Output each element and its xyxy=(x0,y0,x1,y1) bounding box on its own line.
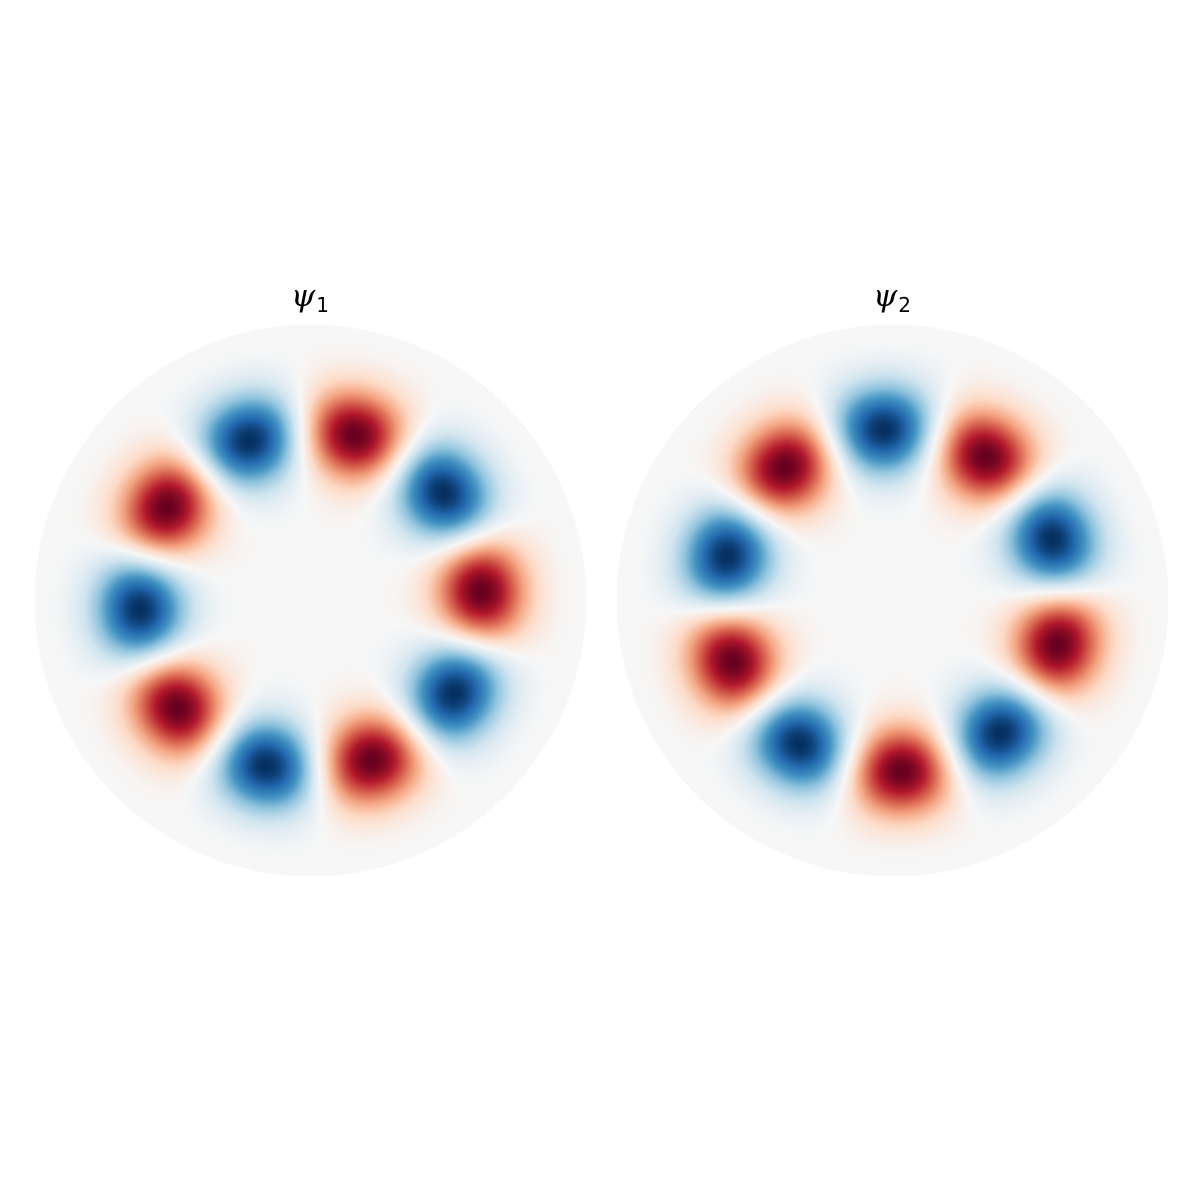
psi-2-title: ψ2 xyxy=(612,278,1172,322)
psi-2-panel: ψ2 xyxy=(612,270,1172,890)
psi-1-symbol: ψ xyxy=(290,278,316,314)
psi-1-disk-plot xyxy=(30,320,590,880)
psi-1-subscript: 1 xyxy=(316,293,330,317)
psi-2-disk-plot xyxy=(612,320,1172,880)
psi-2-symbol: ψ xyxy=(872,278,898,314)
psi-1-title: ψ1 xyxy=(30,278,590,322)
psi-1-panel: ψ1 xyxy=(30,270,590,890)
psi-2-subscript: 2 xyxy=(898,293,912,317)
